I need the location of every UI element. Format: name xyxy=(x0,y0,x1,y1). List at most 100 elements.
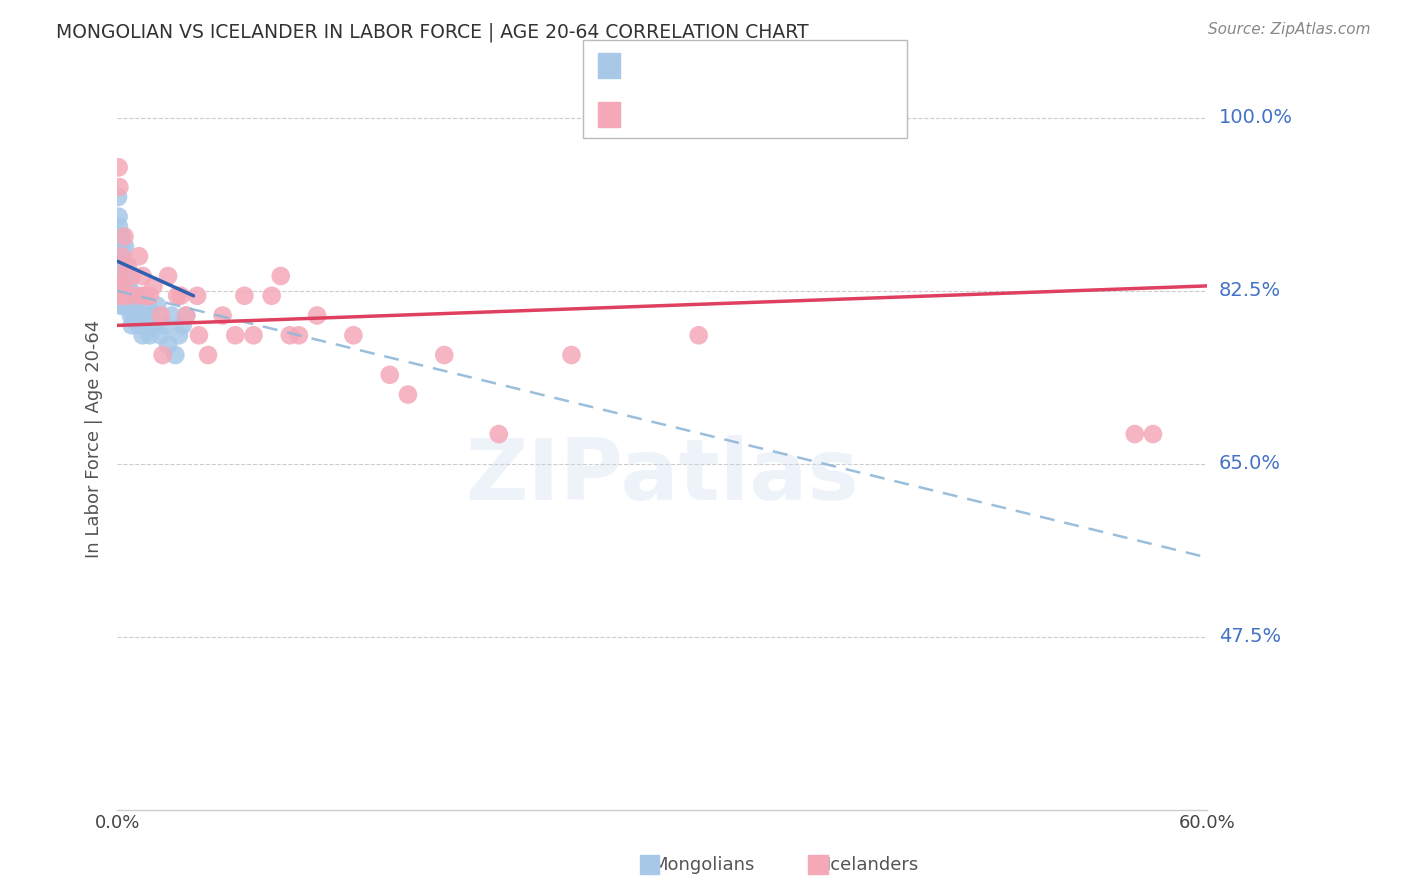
Point xyxy=(157,338,180,352)
Point xyxy=(224,328,246,343)
Point xyxy=(135,318,157,333)
Text: 82.5%: 82.5% xyxy=(1219,281,1281,301)
Point xyxy=(114,268,136,283)
Point xyxy=(108,259,131,273)
Point xyxy=(108,278,131,293)
Text: Mongolians: Mongolians xyxy=(652,856,754,874)
Point xyxy=(134,289,156,303)
Point xyxy=(107,190,129,204)
Point xyxy=(124,299,146,313)
Point xyxy=(270,268,292,283)
Point xyxy=(107,239,129,253)
Point xyxy=(115,268,138,283)
Point xyxy=(115,289,138,303)
Point xyxy=(149,328,172,343)
Point xyxy=(307,309,329,323)
Point xyxy=(121,299,143,313)
Point xyxy=(1142,427,1164,442)
Point xyxy=(110,278,132,293)
Point xyxy=(174,309,197,323)
Point xyxy=(260,289,283,303)
Point xyxy=(688,328,710,343)
Point xyxy=(188,328,211,343)
Text: 46: 46 xyxy=(834,106,859,124)
Point xyxy=(111,289,134,303)
Point xyxy=(107,229,129,244)
Point xyxy=(111,239,134,253)
Point xyxy=(131,268,153,283)
Text: N =: N = xyxy=(780,106,814,124)
Point xyxy=(115,289,138,303)
Point xyxy=(118,289,141,303)
Point xyxy=(1123,427,1146,442)
Point xyxy=(139,289,162,303)
Point xyxy=(166,289,188,303)
Point xyxy=(111,278,134,293)
Point xyxy=(108,180,131,194)
Point xyxy=(129,289,152,303)
Point xyxy=(149,309,172,323)
Point xyxy=(107,289,129,303)
Text: Source: ZipAtlas.com: Source: ZipAtlas.com xyxy=(1208,22,1371,37)
Point xyxy=(111,268,134,283)
Text: Icelanders: Icelanders xyxy=(825,856,918,874)
Point xyxy=(108,229,131,244)
Point xyxy=(114,229,136,244)
Point xyxy=(127,309,149,323)
Point xyxy=(233,289,256,303)
Point xyxy=(136,299,159,313)
Text: N =: N = xyxy=(780,57,814,75)
Point xyxy=(112,259,135,273)
Point xyxy=(108,239,131,253)
Point xyxy=(165,348,187,362)
Point xyxy=(211,309,233,323)
Point xyxy=(111,299,134,313)
Point xyxy=(110,268,132,283)
Point xyxy=(121,318,143,333)
Point xyxy=(111,249,134,263)
Point xyxy=(288,328,311,343)
Point xyxy=(174,309,197,323)
Point xyxy=(134,309,156,323)
Point xyxy=(112,278,135,293)
Point xyxy=(110,299,132,313)
Point xyxy=(110,259,132,273)
Point xyxy=(122,309,145,323)
Point xyxy=(342,328,364,343)
Point xyxy=(153,318,176,333)
Point xyxy=(131,328,153,343)
Text: ZIPatlas: ZIPatlas xyxy=(465,434,859,517)
Text: R =: R = xyxy=(630,57,664,75)
Point xyxy=(118,278,141,293)
Text: MONGOLIAN VS ICELANDER IN LABOR FORCE | AGE 20-64 CORRELATION CHART: MONGOLIAN VS ICELANDER IN LABOR FORCE | … xyxy=(56,22,808,42)
Point xyxy=(108,268,131,283)
Text: 60: 60 xyxy=(834,57,859,75)
Point xyxy=(107,210,129,224)
Point xyxy=(115,278,138,293)
Point xyxy=(114,299,136,313)
Text: 0.095: 0.095 xyxy=(685,106,741,124)
Point xyxy=(114,239,136,253)
Point xyxy=(128,318,150,333)
Point xyxy=(142,318,165,333)
Point xyxy=(111,249,134,263)
Point xyxy=(111,229,134,244)
Point xyxy=(112,289,135,303)
Text: 100.0%: 100.0% xyxy=(1219,109,1292,128)
Text: R =: R = xyxy=(630,106,664,124)
Point xyxy=(172,318,194,333)
Point xyxy=(157,268,180,283)
Point xyxy=(110,249,132,263)
Point xyxy=(110,289,132,303)
Text: 47.5%: 47.5% xyxy=(1219,627,1281,646)
Point xyxy=(135,289,157,303)
Point xyxy=(108,268,131,283)
Text: -0.087: -0.087 xyxy=(685,57,749,75)
Point xyxy=(107,161,129,175)
Point xyxy=(117,259,139,273)
Point xyxy=(110,289,132,303)
Point xyxy=(186,289,208,303)
Point xyxy=(167,328,190,343)
Point xyxy=(278,328,301,343)
Point xyxy=(141,309,163,323)
